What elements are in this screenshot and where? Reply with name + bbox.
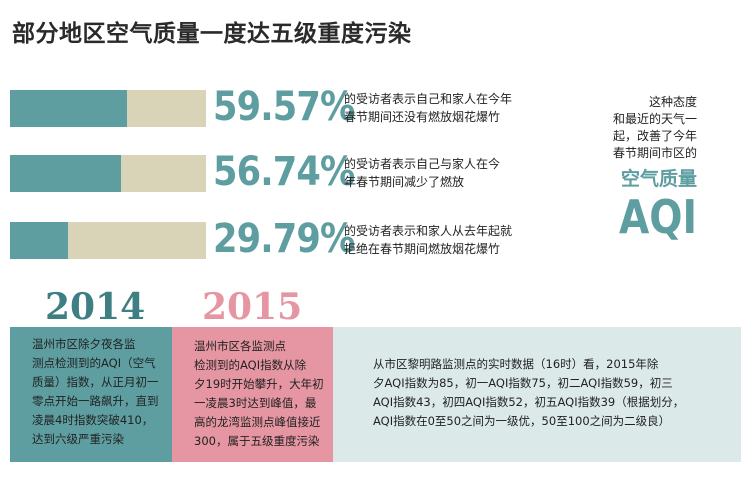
year-2014-label: 2014 [45, 286, 146, 328]
panel-line: 夕AQI指数为85，初一AQI指数75，初二AQI指数59，初三 [373, 376, 673, 390]
panel-2015: 温州市区各监测点 检测到的AQI指数从除 夕19时开始攀升，大年初 一凌晨3时达… [172, 327, 333, 462]
desc-line: 拒绝在春节期间燃放烟花爆竹 [344, 242, 501, 256]
panel-line: AQI指数在0至50之间为一级优，50至100之间为二级良） [373, 414, 671, 428]
progress-bar [10, 155, 206, 192]
panel-line: 温州市区各监测点 [194, 339, 286, 353]
panel-line: 高的龙湾监测点峰值接近 [194, 415, 321, 429]
panel-line: 质量）指数，从正月初一 [32, 375, 159, 389]
bar-fill [10, 155, 122, 192]
row-description: 的受访者表示自己和家人在今年 春节期间还没有燃放烟花爆竹 [344, 90, 539, 126]
year-2015-label: 2015 [202, 286, 303, 328]
percent-value: 29.79% [213, 216, 355, 262]
panel-line: 一凌晨3时达到峰值，最 [194, 396, 317, 410]
panel-line: 达到六级严重污染 [32, 432, 124, 446]
panel-line: 测点检测到的AQI（空气 [32, 356, 156, 370]
panel-realtime: 从市区黎明路监测点的实时数据（16时）看，2015年除 夕AQI指数为85，初一… [333, 327, 741, 462]
side-note-line: 春节期间市区的 [612, 146, 697, 160]
panel-line: 零点开始一路飙升，直到 [32, 394, 159, 408]
side-note-line: 这种态度 [648, 95, 697, 109]
panel-line: 300，属于五级重度污染 [194, 434, 320, 448]
percent-value: 59.57% [213, 84, 355, 130]
panel-2014: 温州市区除夕夜各监 测点检测到的AQI（空气 质量）指数，从正月初一 零点开始一… [10, 327, 172, 462]
page-title: 部分地区空气质量一度达五级重度污染 [12, 21, 412, 47]
panel-line: 从市区黎明路监测点的实时数据（16时）看，2015年除 [373, 357, 659, 371]
bar-fill [10, 222, 69, 259]
desc-line: 的受访者表示和家人从去年起就 [344, 224, 513, 238]
progress-bar [10, 222, 206, 259]
panel-line: 夕19时开始攀升，大年初 [194, 377, 324, 391]
row-description: 的受访者表示自己与家人在今 年春节期间减少了燃放 [344, 155, 539, 191]
panel-line: AQI指数43，初四AQI指数52，初五AQI指数39（根据划分， [373, 395, 685, 409]
panel-line: 凌晨4时指数突破410， [32, 413, 154, 427]
desc-line: 春节期间还没有燃放烟花爆竹 [344, 110, 501, 124]
percent-value: 56.74% [213, 149, 355, 195]
desc-line: 年春节期间减少了燃放 [344, 175, 465, 189]
panel-line: 检测到的AQI指数从除 [194, 358, 307, 372]
side-note-heading: 空气质量 [620, 168, 697, 190]
panel-line: 温州市区除夕夜各监 [32, 337, 136, 351]
desc-line: 的受访者表示自己与家人在今 [344, 157, 501, 171]
side-note-line: 起，改善了今年 [612, 129, 697, 143]
desc-line: 的受访者表示自己和家人在今年 [344, 92, 513, 106]
side-note-aqi: AQI [618, 190, 697, 244]
progress-bar [10, 90, 206, 127]
row-description: 的受访者表示和家人从去年起就 拒绝在春节期间燃放烟花爆竹 [344, 222, 539, 258]
bar-fill [10, 90, 127, 127]
side-note-line: 和最近的天气一 [612, 112, 697, 126]
side-note: 这种态度 和最近的天气一 起，改善了今年 春节期间市区的 空气质量 AQI [577, 94, 697, 242]
